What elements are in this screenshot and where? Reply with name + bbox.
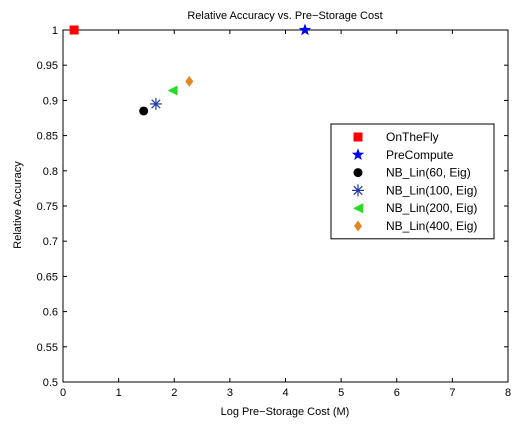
legend-marker-asterisk <box>352 184 364 197</box>
x-tick-label: 0 <box>60 387 66 399</box>
x-tick-label: 1 <box>116 387 122 399</box>
legend-marker-circle <box>353 168 363 178</box>
x-tick-label: 8 <box>505 387 511 399</box>
y-tick-label: 0.5 <box>43 377 58 389</box>
y-tick-label: 0.8 <box>43 166 58 178</box>
legend-marker-diamond <box>354 220 362 232</box>
y-tick-label: 0.95 <box>37 60 58 72</box>
x-tick-label: 3 <box>227 387 233 399</box>
legend-box <box>330 123 495 240</box>
y-tick-label: 0.65 <box>37 271 58 283</box>
chart-title: Relative Accuracy vs. Pre−Storage Cost <box>187 10 382 22</box>
data-point-diamond <box>185 75 194 87</box>
legend-entry-label: NB_Lin(100, Eig) <box>386 183 477 197</box>
x-tick-label: 6 <box>394 387 400 399</box>
legend-entry-label: NB_Lin(60, Eig) <box>386 166 471 180</box>
y-tick-label: 0.9 <box>43 95 58 107</box>
y-tick-label: 0.6 <box>43 307 58 319</box>
data-point-circle <box>139 106 149 116</box>
legend-entry-label: NB_Lin(200, Eig) <box>386 201 477 215</box>
y-axis-label: Relative Accuracy <box>12 161 24 249</box>
legend-entry-label: NB_Lin(400, Eig) <box>386 219 477 233</box>
x-axis-label: Log Pre−Storage Cost (M) <box>221 406 350 418</box>
data-point-triangle-left <box>167 85 178 96</box>
y-tick-label: 0.75 <box>37 201 58 213</box>
legend-entry-label: PreCompute <box>386 148 454 162</box>
legend-marker-triangle-left <box>353 203 363 214</box>
y-tick-label: 0.85 <box>37 131 58 143</box>
x-tick-label: 5 <box>338 387 344 399</box>
x-tick-label: 7 <box>449 387 455 399</box>
x-tick-label: 4 <box>282 387 288 399</box>
legend-entry-label: OnTheFly <box>386 130 439 144</box>
y-tick-label: 1 <box>52 25 58 37</box>
data-point-star <box>298 23 312 36</box>
y-tick-label: 0.7 <box>43 236 58 248</box>
y-tick-label: 0.55 <box>37 342 58 354</box>
legend-marker-square <box>353 132 363 142</box>
data-point-asterisk <box>149 97 162 110</box>
data-point-square <box>69 25 79 35</box>
legend-marker-star <box>351 148 365 161</box>
x-tick-label: 2 <box>171 387 177 399</box>
